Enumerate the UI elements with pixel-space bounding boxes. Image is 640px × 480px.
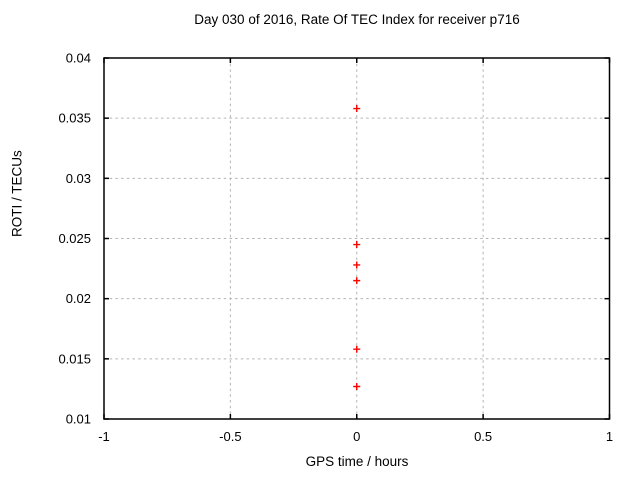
data-point-marker <box>353 383 361 391</box>
x-tick-label: -0.5 <box>219 429 241 444</box>
data-point-marker <box>353 277 361 285</box>
data-point-marker <box>353 345 361 353</box>
y-tick-label: 0.015 <box>58 351 91 366</box>
y-tick-label: 0.02 <box>66 291 91 306</box>
x-tick-label: 0.5 <box>474 429 492 444</box>
y-tick-label: 0.025 <box>58 231 91 246</box>
x-tick-label: -1 <box>98 429 110 444</box>
x-tick-label: 1 <box>606 429 613 444</box>
y-tick-label: 0.04 <box>66 51 91 66</box>
x-axis-label: GPS time / hours <box>305 454 409 469</box>
data-point-marker <box>353 261 361 269</box>
y-tick-label: 0.03 <box>66 171 91 186</box>
y-tick-label: 0.035 <box>58 111 91 126</box>
chart-title: Day 030 of 2016, Rate Of TEC Index for r… <box>194 12 520 27</box>
y-tick-label: 0.01 <box>66 412 91 427</box>
x-tick-label: 0 <box>353 429 360 444</box>
data-point-marker <box>353 241 361 249</box>
data-point-marker <box>353 105 361 113</box>
